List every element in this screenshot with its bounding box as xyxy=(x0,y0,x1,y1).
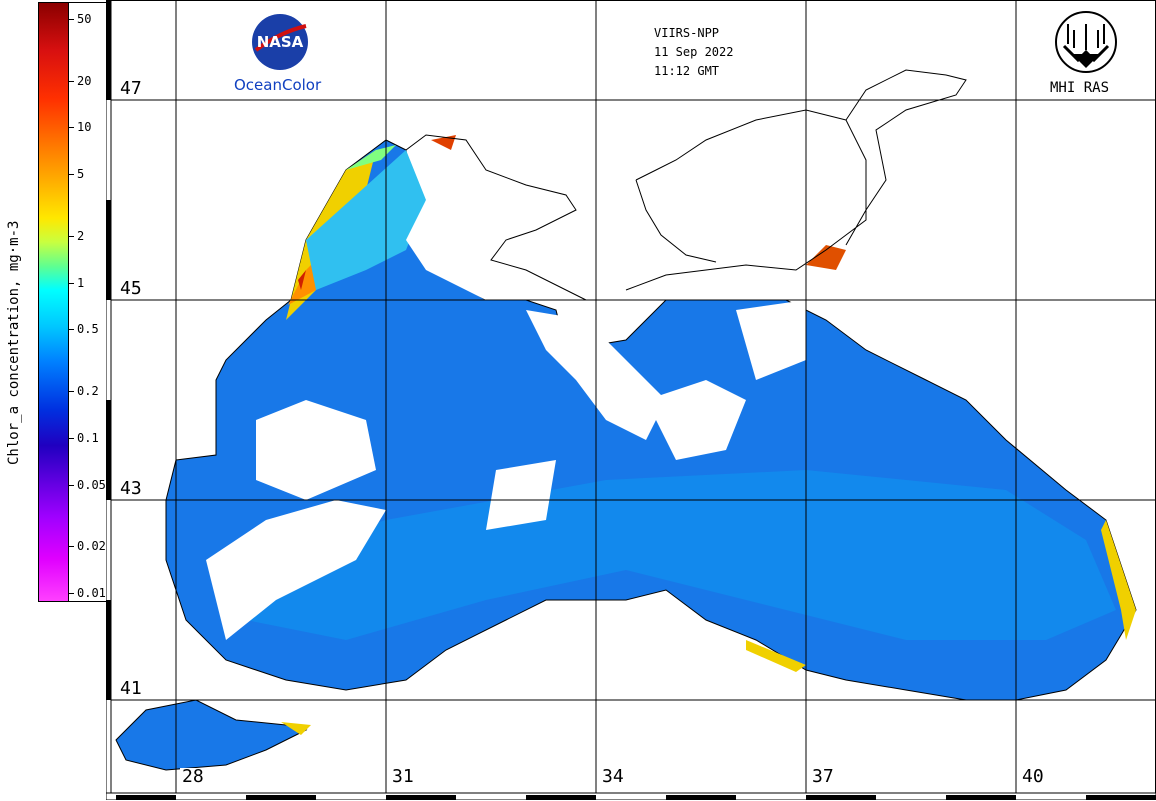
colorbar-tick-mark xyxy=(69,437,74,439)
longitude-label: 34 xyxy=(600,766,626,787)
colorbar-tick-mark xyxy=(69,80,74,82)
colorbar-tick-mark xyxy=(69,484,74,486)
colorbar-tick-mark xyxy=(69,546,74,548)
colorbar-tick-label: 50 xyxy=(77,12,92,26)
nasa-logo: NASA xyxy=(252,14,308,70)
map-canvas xyxy=(106,0,1156,800)
colorbar-tick-label: 20 xyxy=(77,73,92,88)
graticule xyxy=(111,0,1156,793)
longitude-label: 28 xyxy=(180,766,206,787)
colorbar-tick-label: 0.2 xyxy=(77,384,99,399)
colorbar-tick-mark xyxy=(69,593,74,594)
longitude-label: 40 xyxy=(1020,766,1046,787)
colorbar-tick-mark xyxy=(69,235,74,237)
oceancolor-label: OceanColor xyxy=(234,76,322,94)
colorbar-tick-label: 0.1 xyxy=(77,430,99,445)
acquisition-time: 11:12 GMT xyxy=(654,64,720,78)
colorbar: 50 20 10 5 2 1 0.5 0.2 0.1 0.05 0.02 0.01 xyxy=(38,2,108,602)
colorbar-tick-label: 2 xyxy=(77,228,85,243)
latitude-label: 41 xyxy=(118,678,144,699)
colorbar-tick-mark xyxy=(69,329,74,331)
chlorophyll-map: 47 45 43 41 28 31 34 37 40 xyxy=(106,0,1156,800)
svg-text:NASA: NASA xyxy=(257,33,304,51)
longitude-label: 37 xyxy=(810,766,836,787)
marmara-sea xyxy=(115,699,311,771)
colorbar-tick-label: 0.5 xyxy=(77,322,99,337)
colorbar-tick-label: 5 xyxy=(77,167,85,182)
coastlines xyxy=(405,69,967,301)
latitude-label: 45 xyxy=(118,278,144,299)
colorbar-tick-mark xyxy=(69,391,74,393)
image-header: VIIRS-NPP 11 Sep 2022 11:12 GMT xyxy=(654,24,733,81)
colorbar-tick-label: 10 xyxy=(77,120,92,135)
bottom-ruler xyxy=(106,792,1156,800)
black-sea-chlorophyll xyxy=(165,135,1137,701)
acquisition-date: 11 Sep 2022 xyxy=(654,45,734,59)
colorbar-tick-label: 0.05 xyxy=(77,477,106,492)
colorbar-tick-mark xyxy=(69,127,74,129)
colorbar-tick-mark xyxy=(69,174,74,176)
latitude-label: 47 xyxy=(118,78,144,99)
left-ruler xyxy=(106,0,112,800)
colorbar-tick-label: 0.02 xyxy=(77,539,106,554)
colorbar-title: Chlor_a concentration, mg·m-3 xyxy=(6,220,22,465)
latitude-label: 43 xyxy=(118,478,144,499)
mhi-logo xyxy=(1055,11,1117,73)
colorbar-gradient xyxy=(39,3,69,601)
colorbar-tick-label: 1 xyxy=(77,275,85,290)
colorbar-tick-mark xyxy=(69,19,74,20)
longitude-label: 31 xyxy=(390,766,416,787)
sensor-name: VIIRS-NPP xyxy=(654,26,720,40)
mhi-ras-label: MHI RAS xyxy=(1050,80,1110,96)
colorbar-tick-mark xyxy=(69,282,74,284)
colorbar-tick-label: 0.01 xyxy=(77,586,106,600)
